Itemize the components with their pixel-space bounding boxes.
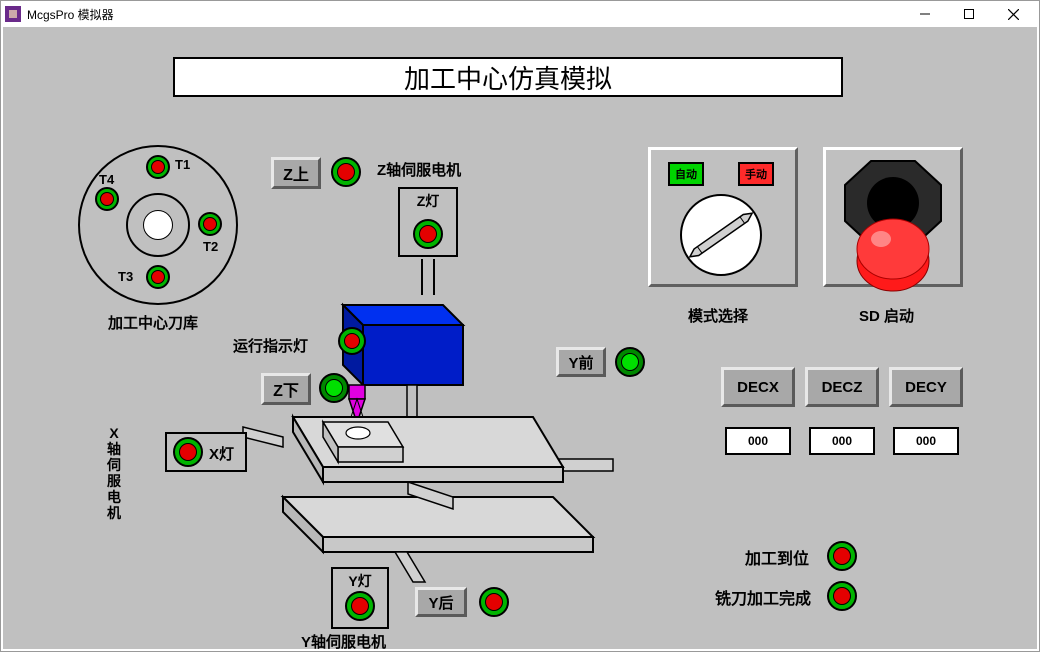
decz-button[interactable]: DECZ [805,367,879,407]
mode-rotary-switch[interactable] [671,187,771,287]
mill-done-label: 铣刀加工完成 [715,585,811,609]
y-back-button[interactable]: Y后 [415,587,467,617]
tool-t1-label: T1 [175,157,190,172]
z-up-button[interactable]: Z上 [271,157,321,189]
y-front-label: Y前 [568,352,593,373]
decx-value: 000 [748,434,768,448]
decy-button[interactable]: DECY [889,367,963,407]
tool-t2-label: T2 [203,239,218,254]
titlebar: McgsPro 模拟器 [1,1,1039,27]
mill-done-lamp [827,581,857,611]
tool-t3-label: T3 [118,269,133,284]
app-window: McgsPro 模拟器 加工中心仿真模拟 T1 T2 [0,0,1040,652]
z-lamp-label: Z灯 [400,191,456,211]
manual-label: 手动 [745,166,767,182]
decy-label: DECY [905,379,947,396]
tool-t4-lamp [95,187,119,211]
y-servo-label: Y轴伺服电机 [301,631,386,652]
decz-value: 000 [832,434,852,448]
tool-t1-lamp [146,155,170,179]
sd-start-button[interactable] [831,151,955,301]
app-icon [5,6,21,22]
run-indicator-label: 运行指示灯 [233,335,308,356]
z-servo-label: Z轴伺服电机 [377,159,461,180]
x-lamp [173,437,203,467]
decz-readout: 000 [809,427,875,455]
mode-select-label: 模式选择 [688,305,748,326]
machining-platform [193,367,633,617]
tool-t3-lamp [146,265,170,289]
window-title: McgsPro 模拟器 [27,6,114,23]
tool-t4-label: T4 [99,172,114,187]
x-lamp-label: X灯 [209,443,234,464]
auto-button[interactable]: 自动 [668,162,704,186]
decx-label: DECX [737,379,779,396]
tool-t2-lamp [198,212,222,236]
decy-value: 000 [916,434,936,448]
y-back-lamp [479,587,509,617]
decz-label: DECZ [822,379,863,396]
y-front-button[interactable]: Y前 [556,347,606,377]
decx-readout: 000 [725,427,791,455]
y-lamp-label: Y灯 [333,571,387,591]
run-indicator-lamp [338,327,366,355]
work-in-place-label: 加工到位 [745,545,809,569]
z-up-lamp [331,157,361,187]
tool-magazine-label: 加工中心刀库 [108,312,198,333]
y-back-label: Y后 [428,592,453,613]
hmi-canvas: 加工中心仿真模拟 T1 T2 T3 T4 加工中心刀库 Z上 [3,27,1037,649]
sd-start-label: SD 启动 [859,305,914,326]
maximize-button[interactable] [947,1,991,27]
auto-label: 自动 [675,166,697,182]
page-title: 加工中心仿真模拟 [173,57,843,97]
x-servo-label: X轴伺服电机 [106,425,122,521]
z-up-label: Z上 [283,161,309,185]
y-front-lamp [615,347,645,377]
manual-button[interactable]: 手动 [738,162,774,186]
close-button[interactable] [991,1,1035,27]
minimize-button[interactable] [903,1,947,27]
decx-button[interactable]: DECX [721,367,795,407]
y-lamp [345,591,375,621]
decy-readout: 000 [893,427,959,455]
z-lamp [413,219,443,249]
tool-magazine-center [143,210,173,240]
work-in-place-lamp [827,541,857,571]
